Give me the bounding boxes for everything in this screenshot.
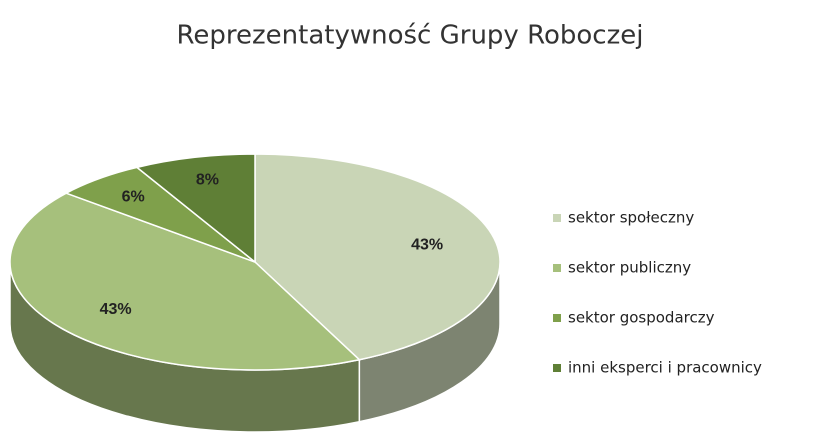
legend-label: inni eksperci i pracownicy: [568, 359, 762, 377]
legend-label: sektor publiczny: [568, 259, 691, 277]
data-label: 8%: [196, 172, 219, 189]
data-label: 43%: [411, 236, 443, 253]
data-label: 6%: [122, 188, 145, 205]
legend-swatch: [553, 364, 561, 372]
pie-slice: [254, 153, 501, 361]
legend-swatch: [553, 214, 561, 222]
legend-label: sektor społeczny: [568, 209, 694, 227]
legend-label: sektor gospodarczy: [568, 309, 715, 327]
legend-swatch: [553, 264, 561, 272]
pie-slice: [9, 192, 361, 371]
legend-swatch: [553, 314, 561, 322]
chart-title: Reprezentatywność Grupy Roboczej: [177, 21, 644, 51]
data-label: 43%: [100, 301, 132, 318]
pie-slice: [135, 153, 256, 264]
